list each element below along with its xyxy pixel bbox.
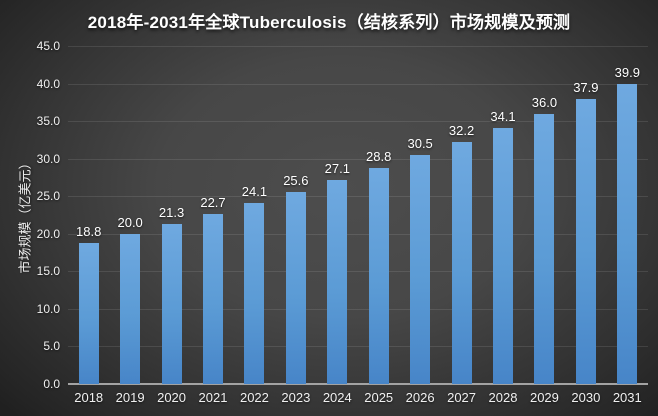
y-tick-label: 15.0	[36, 264, 60, 279]
y-tick-label: 5.0	[43, 339, 60, 354]
y-tick-label: 25.0	[36, 189, 60, 204]
gridline	[68, 308, 648, 310]
bar-value-label: 21.3	[158, 205, 185, 221]
y-tick-label: 10.0	[36, 301, 60, 316]
gridline	[68, 121, 648, 123]
x-tick-label: 2026	[405, 390, 435, 405]
chart-title: 2018年-2031年全球Tuberculosis（结核系列）市场规模及预测	[87, 13, 571, 32]
plot-area: 18.8 20.0 21.3 22.7 24.1 25.6 27.1 28.8 30.5 32.2…	[68, 46, 648, 385]
gridline	[68, 83, 648, 85]
bar-value-label: 30.5	[407, 135, 433, 151]
x-tick-label: 2028	[488, 390, 518, 405]
bar-2018	[78, 242, 99, 384]
bar-2019	[120, 233, 141, 384]
x-tick-label: 2030	[571, 390, 601, 405]
bar-value-label: 36.0	[531, 94, 558, 110]
x-tick-label: 2023	[281, 390, 311, 405]
bar-value-label: 18.8	[76, 223, 102, 239]
bar-2023	[285, 191, 306, 384]
bar-2024	[327, 180, 348, 384]
bar-2029	[534, 113, 555, 384]
y-axis-title: 市场规模（亿美元）	[17, 156, 33, 274]
y-tick-label: 0.0	[43, 377, 60, 391]
bar-2026	[410, 154, 431, 384]
x-tick-label: 2025	[364, 390, 394, 405]
x-tick-label: 2019	[115, 390, 145, 405]
bar-value-label: 28.8	[366, 148, 392, 164]
x-tick-label: 2022	[239, 390, 269, 405]
bar-value-label: 34.1	[490, 108, 516, 124]
gridline	[68, 196, 648, 198]
bar-2021	[203, 213, 223, 384]
bar-value-label: 20.0	[117, 214, 143, 230]
gridline	[68, 346, 648, 348]
x-axis-line	[68, 383, 648, 385]
x-tick-label: 2024	[322, 390, 352, 405]
bar-value-label: 39.9	[614, 65, 640, 81]
gridline	[68, 233, 648, 235]
bar-value-label: 25.6	[283, 172, 309, 188]
bar-2022	[244, 202, 265, 384]
bar-2020	[161, 224, 182, 384]
x-tick-label: 2031	[612, 390, 642, 405]
bar-2028	[493, 127, 513, 384]
bar-2025	[368, 167, 389, 384]
bar-2030	[575, 99, 596, 384]
y-tick-label: 40.0	[36, 76, 60, 91]
x-tick-label: 2020	[157, 390, 187, 405]
x-tick-label: 2018	[74, 390, 104, 405]
y-tick-label: 35.0	[36, 114, 60, 129]
bar-value-label: 22.7	[200, 194, 226, 210]
gridline	[68, 46, 648, 47]
bar-value-label: 27.1	[324, 161, 350, 177]
y-tick-label: 30.0	[36, 151, 60, 166]
x-tick-label: 2029	[529, 390, 559, 405]
gridline	[68, 271, 648, 273]
y-tick-label: 20.0	[36, 226, 60, 241]
x-tick-label: 2027	[447, 390, 477, 405]
gridline	[68, 158, 648, 160]
bar-2027	[451, 142, 472, 384]
bar-value-label: 24.1	[241, 183, 268, 199]
y-tick-label: 45.0	[36, 39, 60, 53]
bar-2031	[617, 84, 638, 384]
bar-value-label: 32.2	[448, 123, 475, 139]
bar-value-label: 37.9	[573, 80, 599, 96]
x-tick-label: 2021	[198, 390, 228, 405]
